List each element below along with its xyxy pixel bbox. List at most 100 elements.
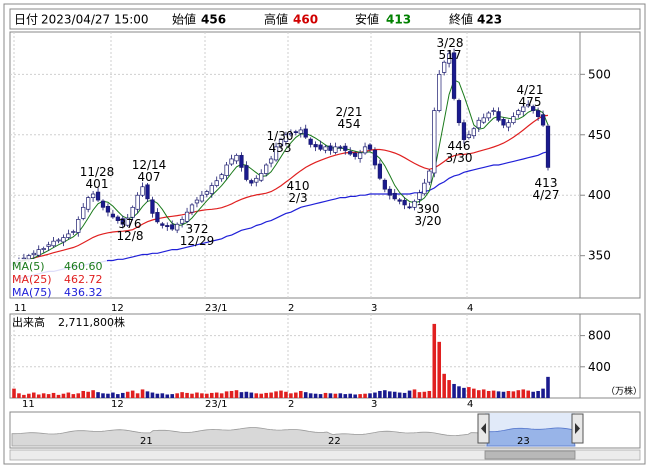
candle-body (36, 249, 41, 256)
volume-bar (541, 388, 545, 398)
candle-body (283, 134, 289, 142)
candle-body (461, 122, 467, 140)
volume-bar (526, 390, 531, 398)
high-value: 460 (293, 13, 318, 27)
month-label: 12 (111, 303, 124, 314)
scrollbar[interactable] (9, 449, 641, 461)
volume-bar (76, 393, 81, 398)
volume-grid (10, 314, 580, 398)
navigator-right-handle[interactable] (571, 413, 584, 444)
volume-bar (31, 392, 36, 398)
volume-bar (313, 393, 318, 398)
candle-body (268, 158, 274, 164)
candle-body (249, 180, 254, 184)
annotation-label: 372 (186, 222, 209, 236)
candle-body (95, 191, 101, 201)
annotation-label: 1/30 (267, 129, 294, 143)
volume-bar (81, 390, 86, 398)
volume-bar (165, 394, 170, 398)
candle-body (61, 237, 66, 243)
volume-bar (209, 392, 214, 398)
candle-body (56, 239, 61, 242)
volume-bar (531, 391, 535, 398)
candle-body (476, 119, 481, 129)
candle-body (328, 145, 333, 151)
scrollbar-thumb[interactable] (484, 450, 576, 460)
candle-body (21, 257, 27, 260)
annotation-label: 11/28 (80, 165, 115, 179)
volume-bar (447, 380, 451, 398)
volume-bar (284, 391, 288, 398)
candle-body (179, 219, 185, 224)
candle-body (506, 122, 511, 128)
volume-bar (536, 390, 540, 398)
volume-bar (392, 391, 397, 398)
candle-body (293, 131, 298, 133)
volume-bar (249, 392, 254, 398)
close-value: 423 (477, 13, 502, 27)
volume-bar (239, 392, 244, 398)
volume-unit: （万株） (606, 385, 642, 397)
candle-body (407, 206, 412, 209)
candle-body (76, 219, 81, 233)
volume-label: 出来高 (12, 315, 45, 329)
volume-bar (462, 387, 466, 398)
volume-bar (442, 373, 446, 398)
low-label: 安値 (355, 12, 379, 27)
candle-body (382, 179, 387, 190)
volume-bar (333, 393, 338, 398)
open-value: 456 (201, 13, 226, 27)
volume-bar (303, 392, 308, 398)
volume-bar (457, 386, 461, 398)
candle-body (46, 244, 51, 247)
month-label: 23/1 (205, 303, 227, 314)
volume-bar (432, 323, 437, 398)
volume-bar (328, 393, 333, 398)
candle-body (110, 213, 116, 218)
annotation-label: 376 (119, 217, 142, 231)
candle-body (150, 199, 155, 214)
range-navigator[interactable]: 21 22 23 (9, 411, 641, 449)
navigator-left-handle[interactable] (477, 413, 490, 444)
candle-body (214, 180, 219, 186)
candle-body (471, 128, 476, 137)
volume-bar (234, 390, 239, 398)
navigator-history-area (11, 427, 488, 447)
candle-body (318, 144, 323, 150)
volume-bar (496, 391, 501, 398)
scrollbar-track[interactable] (9, 449, 641, 461)
month-label: 4 (467, 399, 473, 410)
candle-body (115, 216, 120, 221)
volume-bar (91, 390, 95, 398)
candle-body (496, 111, 501, 121)
annotation-label: 12/29 (180, 234, 215, 248)
candle-body (26, 255, 31, 260)
candle-body (105, 206, 111, 213)
candle-body (51, 240, 56, 247)
volume-bar (160, 393, 165, 398)
volume-bar (150, 392, 155, 398)
candle-body (387, 188, 392, 196)
legend-ma25-label: MA(25) (12, 273, 52, 286)
volume-bar (383, 390, 387, 398)
legend-ma25-value: 462.72 (64, 273, 103, 286)
candle-body (392, 192, 397, 200)
month-label: 11 (14, 303, 27, 314)
annotation-label: 12/8 (117, 229, 144, 243)
annotation-label: 3/20 (415, 214, 442, 228)
candle-body (199, 194, 205, 202)
candle-body (170, 224, 175, 230)
volume-bar (407, 390, 412, 398)
volume-bar (318, 394, 323, 398)
volume-bar (516, 390, 521, 398)
candle-body (545, 125, 551, 168)
volume-bar (338, 393, 343, 398)
volume-tick-label: 400 (588, 360, 611, 374)
candle-body (540, 114, 546, 126)
annotation-label: 401 (86, 177, 109, 191)
candle-body (343, 145, 348, 151)
month-label: 12 (111, 399, 124, 410)
annotation-label: 446 (448, 139, 471, 153)
annotation-label: 3/28 (437, 36, 464, 50)
